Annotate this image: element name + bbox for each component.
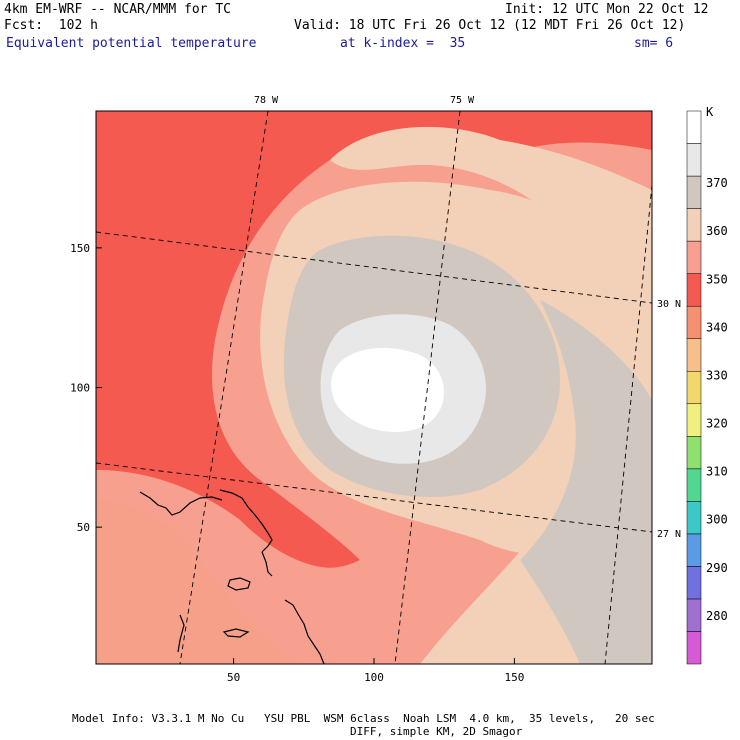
coastline-eleuthera: [261, 551, 273, 577]
init-time: Init: 12 UTC Mon 22 Oct 12: [505, 2, 709, 17]
y-tick-label: 150: [70, 242, 90, 255]
field-patch-south: [96, 500, 300, 664]
lat-lon-grid: [96, 111, 652, 664]
field-band-360b: [520, 300, 652, 664]
colorbar-swatch: [686, 338, 702, 372]
colorbar-label: 360: [706, 224, 728, 238]
colorbar-unit: K: [706, 105, 714, 119]
coastline-exuma: [222, 628, 250, 638]
colorbar-swatch: [686, 501, 702, 535]
meridian-75w: [394, 111, 461, 664]
colorbar-swatch: [686, 566, 702, 600]
lon-label-78w: 78 W: [254, 95, 279, 106]
colorbar-label: 290: [706, 561, 728, 575]
colorbar-label: 340: [706, 320, 728, 334]
parallel-27n: [96, 462, 652, 533]
coastlines: [139, 489, 325, 664]
coastline-abaco: [219, 489, 273, 553]
colorbar-swatch: [686, 403, 702, 437]
colorbar-label: 330: [706, 368, 728, 382]
x-tick-label: 100: [364, 671, 384, 684]
colorbar-swatch: [686, 533, 702, 567]
smoothing-info: sm= 6: [634, 36, 674, 51]
colorbar-swatch: [686, 240, 702, 274]
field-name: Equivalent potential temperature: [6, 36, 257, 51]
field-core-max: [331, 347, 444, 432]
lat-label-27n: 27 N: [657, 529, 681, 540]
colorbar-swatch: [686, 436, 702, 470]
colorbar-swatch: [686, 110, 702, 144]
coastline-andros: [227, 577, 251, 591]
x-tick-label: 150: [504, 671, 524, 684]
y-tick-label: 100: [70, 382, 90, 395]
colorbar-swatch: [686, 468, 702, 502]
parallel-30n: [96, 231, 652, 304]
meridian-78w: [179, 111, 269, 664]
lat-label-30n: 30 N: [657, 299, 681, 310]
colorbar-swatch: [686, 208, 702, 242]
colorbar-swatch: [686, 598, 702, 632]
coastline-bahamas-north: [139, 491, 223, 516]
colorbar-label: 280: [706, 609, 728, 623]
x-axis: 50 100 150: [227, 658, 524, 684]
colorbar-swatch: [686, 631, 702, 665]
colorbar-label: 350: [706, 272, 728, 286]
coastline-cat-island: [284, 599, 325, 664]
forecast-hour: Fcst: 102 h: [4, 18, 98, 33]
valid-time: Valid: 18 UTC Fri 26 Oct 12 (12 MDT Fri …: [294, 18, 686, 33]
y-axis: 50 100 150: [70, 242, 102, 534]
colorbar-swatch: [686, 143, 702, 177]
x-tick-label: 50: [227, 671, 240, 684]
colorbar-label: 310: [706, 465, 728, 479]
level-info: at k-index = 35: [340, 36, 466, 51]
colorbar-swatch: [686, 370, 702, 405]
colorbar-label: 300: [706, 513, 728, 527]
colorbar-label: 320: [706, 417, 728, 431]
colorbar: 280 290 300 310 320 330 340 350 360 370: [686, 110, 728, 665]
field-band-340: [96, 111, 652, 568]
y-tick-label: 50: [77, 521, 90, 534]
theta-e-field: [96, 111, 652, 664]
model-title: 4km EM-WRF -- NCAR/MMM for TC: [4, 2, 231, 17]
model-diffusion-info: DIFF, simple KM, 2D Smagor: [350, 725, 523, 738]
colorbar-swatch: [686, 305, 702, 339]
model-info: Model Info: V3.3.1 M No Cu YSU PBL WSM 6…: [72, 712, 655, 725]
coastline-island-west: [177, 614, 185, 653]
lon-label-75w: 75 W: [450, 95, 475, 106]
colorbar-swatch: [686, 175, 702, 209]
colorbar-swatch: [686, 273, 702, 307]
colorbar-label: 370: [706, 176, 728, 190]
